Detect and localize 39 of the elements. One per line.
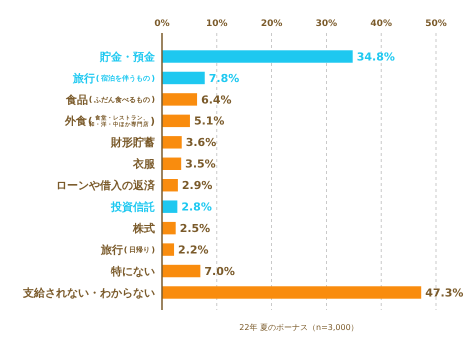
data-label: 7.8% [208, 72, 240, 85]
y-tick-label: 貯金・預金 [99, 50, 156, 64]
y-tick-label: 衣服 [132, 158, 156, 171]
data-label: 6.4% [201, 93, 232, 106]
bar [162, 114, 190, 128]
bar [162, 72, 205, 84]
bar [162, 222, 176, 234]
x-tick-label: 40% [370, 19, 392, 29]
x-tick-label: 50% [425, 19, 447, 29]
bar [162, 200, 178, 213]
x-axis-title: 22年 夏のボーナス（n=3,000） [239, 323, 359, 332]
data-label: 34.8% [356, 50, 395, 64]
x-tick-label: 20% [260, 19, 282, 29]
bar [162, 136, 182, 149]
data-label: 2.5% [180, 222, 210, 235]
bar [162, 158, 182, 170]
bar [162, 264, 200, 278]
bar [162, 50, 353, 63]
bar [162, 243, 174, 256]
data-label: 5.1% [194, 114, 224, 128]
y-tick-label: 特にない [110, 264, 155, 278]
x-tick-label: 10% [206, 19, 228, 29]
data-label: 47.3% [425, 286, 464, 300]
data-label: 3.5% [185, 158, 216, 171]
y-tick-label: 投資信託 [110, 200, 155, 214]
y-tick-label: ローンや借入の返済 [56, 179, 156, 192]
y-tick-label: 株式 [132, 222, 155, 235]
data-label: 7.0% [204, 264, 235, 278]
x-tick-label: 0% [154, 19, 170, 29]
x-tick-label: 30% [316, 19, 338, 29]
data-label: 2.2% [178, 243, 209, 256]
data-label: 2.8% [181, 200, 212, 214]
bar [162, 286, 422, 299]
bar [162, 93, 198, 106]
y-tick-label: 財形貯蓄 [110, 136, 155, 150]
data-label: 2.9% [182, 179, 212, 192]
y-tick-label: 支給されない・わからない [22, 286, 155, 300]
bar [162, 179, 178, 192]
data-label: 3.6% [186, 136, 216, 150]
